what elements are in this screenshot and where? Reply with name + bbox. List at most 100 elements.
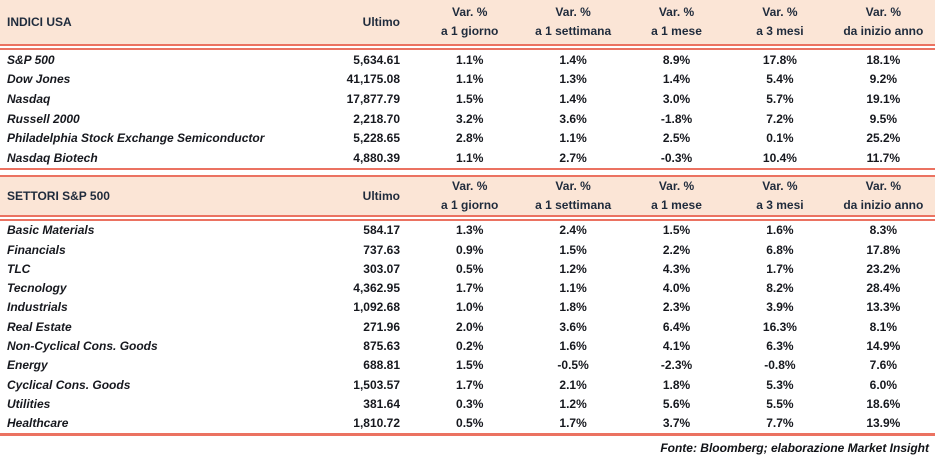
pct-value: -0.8%: [764, 358, 796, 373]
row-label: Dow Jones: [7, 72, 71, 87]
column-header-var-3-mesi: Var. % a 3 mesi: [756, 178, 804, 212]
pct-value: 1.3%: [559, 72, 587, 87]
source-note: Fonte: Bloomberg; elaborazione Market In…: [660, 440, 929, 455]
row-label: Energy: [7, 358, 48, 373]
pct-value: 1.3%: [456, 223, 484, 238]
table-row: Energy 688.81 1.5% -0.5% -2.3% -0.8% 7.6%: [0, 356, 935, 375]
pct-value: -2.3%: [660, 358, 693, 373]
pct-value: 9.5%: [869, 111, 897, 126]
ultimo-value: 5,634.61: [353, 52, 400, 67]
table-row: Dow Jones 41,175.08 1.1% 1.3% 1.4% 5.4% 9.2%: [0, 70, 935, 90]
ultimo-value: 41,175.08: [346, 72, 400, 87]
pct-value: 1.5%: [456, 91, 484, 106]
pct-value: 3.6%: [559, 111, 587, 126]
row-label: Non-Cyclical Cons. Goods: [7, 338, 158, 353]
pct-value: 1.5%: [662, 223, 691, 238]
table-row: Tecnology 4,362.95 1.7% 1.1% 4.0% 8.2% 28.4%: [0, 278, 935, 297]
usa-indices-header-row: INDICI USA Ultimo Var. % a 1 giorno Var.…: [0, 0, 935, 44]
pct-value: 1.2%: [559, 396, 587, 411]
table-row: Nasdaq Biotech 4,880.39 1.1% 2.7% -0.3% 10.4%…: [0, 148, 935, 168]
pct-value: 0.5%: [456, 416, 484, 431]
ultimo-value: 2,218.70: [353, 111, 400, 126]
column-header-var-1-giorno: Var. % a 1 giorno: [441, 5, 499, 38]
column-header-ultimo: Ultimo: [362, 15, 400, 29]
pct-value: 16.3%: [762, 319, 797, 334]
pct-value: -1.8%: [660, 111, 693, 126]
pct-value: 17.8%: [762, 52, 797, 67]
ultimo-value: 1,092.68: [353, 300, 400, 315]
pct-value: 8.3%: [869, 223, 897, 238]
table-row: S&P 500 5,634.61 1.1% 1.4% 8.9% 17.8% 18.1%: [0, 50, 935, 70]
pct-value: 25.2%: [866, 131, 901, 146]
pct-value: 1.2%: [559, 261, 587, 276]
pct-value: 4.1%: [662, 338, 691, 353]
pct-value: 5.7%: [766, 91, 794, 106]
pct-value: 0.3%: [456, 396, 484, 411]
ultimo-value: 271.96: [363, 319, 400, 334]
pct-value: -0.3%: [660, 150, 693, 165]
pct-value: 6.4%: [662, 319, 691, 334]
pct-value: 1.7%: [559, 416, 587, 431]
pct-value: 7.7%: [766, 416, 794, 431]
pct-value: 2.7%: [559, 150, 587, 165]
pct-value: 8.1%: [869, 319, 897, 334]
pct-value: 13.9%: [866, 416, 901, 431]
pct-value: 1.7%: [456, 377, 484, 392]
pct-value: 1.6%: [766, 223, 794, 238]
row-label: S&P 500: [7, 52, 55, 67]
pct-value: 1.4%: [559, 52, 587, 67]
column-header-var-1-settimana: Var. % a 1 settimana: [535, 5, 612, 38]
pct-value: 2.8%: [456, 131, 484, 146]
row-label: Real Estate: [7, 319, 72, 334]
pct-value: 3.2%: [456, 111, 484, 126]
pct-value: 3.7%: [662, 416, 691, 431]
column-header-ultimo: Ultimo: [362, 188, 400, 203]
table-row: Utilities 381.64 0.3% 1.2% 5.6% 5.5% 18.6%: [0, 394, 935, 413]
pct-value: 6.3%: [766, 338, 794, 353]
table-row: Non-Cyclical Cons. Goods 875.63 0.2% 1.6% 4.…: [0, 336, 935, 355]
table-row: Nasdaq 17,877.79 1.5% 1.4% 3.0% 5.7% 19.1%: [0, 89, 935, 109]
table-row: Basic Materials 584.17 1.3% 2.4% 1.5% 1.6% 8.3…: [0, 221, 935, 240]
table-row: Philadelphia Stock Exchange Semiconducto…: [0, 128, 935, 148]
pct-value: 3.6%: [559, 319, 587, 334]
row-label: Healthcare: [7, 416, 69, 431]
pct-value: 7.2%: [766, 111, 794, 126]
table-row: Industrials 1,092.68 1.0% 1.8% 2.3% 3.9% 13.3%: [0, 298, 935, 317]
column-header-var-1-mese: Var. % a 1 mese: [651, 5, 702, 38]
column-header-var-1-giorno: Var. % a 1 giorno: [441, 178, 499, 212]
column-header-var-inizio-anno: Var. % da inizio anno: [843, 5, 924, 38]
row-label: Russell 2000: [7, 111, 80, 126]
pct-value: 2.2%: [662, 242, 691, 257]
pct-value: 0.9%: [456, 242, 484, 257]
pct-value: 13.3%: [866, 300, 901, 315]
row-label: Cyclical Cons. Goods: [7, 377, 131, 392]
pct-value: 2.1%: [559, 377, 587, 392]
double-rule-separator: [0, 44, 935, 50]
pct-value: 8.9%: [662, 52, 691, 67]
pct-value: 28.4%: [866, 281, 901, 296]
pct-value: 5.6%: [662, 396, 691, 411]
column-header-var-1-mese: Var. % a 1 mese: [651, 178, 702, 212]
pct-value: 1.8%: [559, 300, 587, 315]
table-title: INDICI USA: [7, 15, 72, 29]
ultimo-value: 17,877.79: [346, 91, 400, 106]
pct-value: 5.4%: [766, 72, 794, 87]
row-label: Utilities: [7, 396, 51, 411]
row-label: Financials: [7, 242, 66, 257]
row-label: Tecnology: [7, 281, 67, 296]
ultimo-value: 737.63: [363, 242, 400, 257]
pct-value: 3.0%: [662, 91, 691, 106]
pct-value: 0.5%: [456, 261, 484, 276]
pct-value: 18.6%: [866, 396, 901, 411]
pct-value: 11.7%: [866, 150, 901, 165]
table-title: SETTORI S&P 500: [7, 188, 110, 203]
pct-value: 1.6%: [559, 338, 587, 353]
ultimo-value: 381.64: [363, 396, 400, 411]
column-header-var-inizio-anno: Var. % da inizio anno: [843, 178, 924, 212]
pct-value: 14.9%: [866, 338, 901, 353]
ultimo-value: 303.07: [363, 261, 400, 276]
pct-value: 1.5%: [559, 242, 587, 257]
column-header-var-3-mesi: Var. % a 3 mesi: [756, 5, 804, 38]
pct-value: 1.1%: [456, 52, 484, 67]
pct-value: 18.1%: [866, 52, 901, 67]
